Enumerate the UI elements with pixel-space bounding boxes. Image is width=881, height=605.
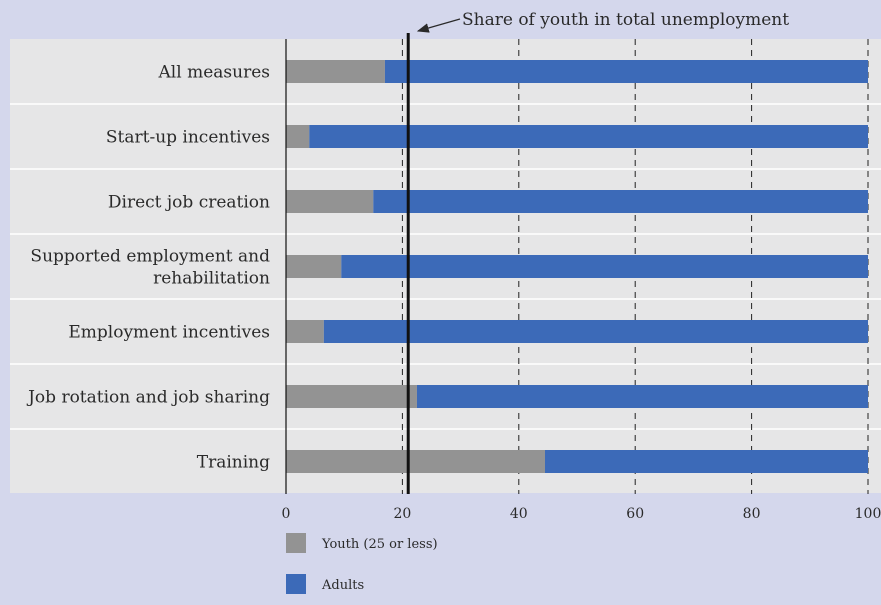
category-label: Start-up incentives bbox=[106, 128, 270, 148]
legend-label: Adults bbox=[321, 578, 364, 593]
legend-label: Youth (25 or less) bbox=[321, 537, 438, 552]
annotation-arrow bbox=[416, 18, 461, 33]
bar-adults bbox=[323, 320, 869, 343]
bar-adults bbox=[416, 385, 868, 408]
legend-swatch bbox=[286, 533, 306, 553]
bar-youth-25-or-less bbox=[286, 255, 342, 278]
category-label: All measures bbox=[158, 63, 270, 83]
bar-adults bbox=[384, 60, 868, 83]
category-label: Supported employment and rehabilitation bbox=[30, 247, 270, 289]
bar-youth-25-or-less bbox=[286, 320, 324, 343]
bar-adults bbox=[373, 190, 868, 213]
bar-youth-25-or-less bbox=[286, 450, 545, 473]
x-tick-label: 40 bbox=[510, 506, 528, 522]
bar-adults bbox=[341, 255, 868, 278]
x-tick-label: 60 bbox=[626, 506, 644, 522]
x-tick-label: 20 bbox=[393, 506, 411, 522]
x-tick-label: 0 bbox=[282, 506, 291, 522]
category-label: Training bbox=[197, 453, 270, 473]
bar-youth-25-or-less bbox=[286, 190, 374, 213]
category-label: Employment incentives bbox=[68, 323, 270, 343]
bar-youth-25-or-less bbox=[286, 60, 385, 83]
x-tick-label: 80 bbox=[743, 506, 761, 522]
bar-adults bbox=[309, 125, 868, 148]
x-tick-label: 100 bbox=[855, 506, 881, 522]
category-label: Direct job creation bbox=[108, 193, 270, 213]
bar-youth-25-or-less bbox=[286, 385, 417, 408]
bar-youth-25-or-less bbox=[286, 125, 310, 148]
bar-adults bbox=[544, 450, 868, 473]
legend-swatch bbox=[286, 574, 306, 594]
reference-line-label: Share of youth in total unemployment bbox=[462, 10, 789, 30]
category-label: Job rotation and job sharing bbox=[26, 388, 270, 408]
